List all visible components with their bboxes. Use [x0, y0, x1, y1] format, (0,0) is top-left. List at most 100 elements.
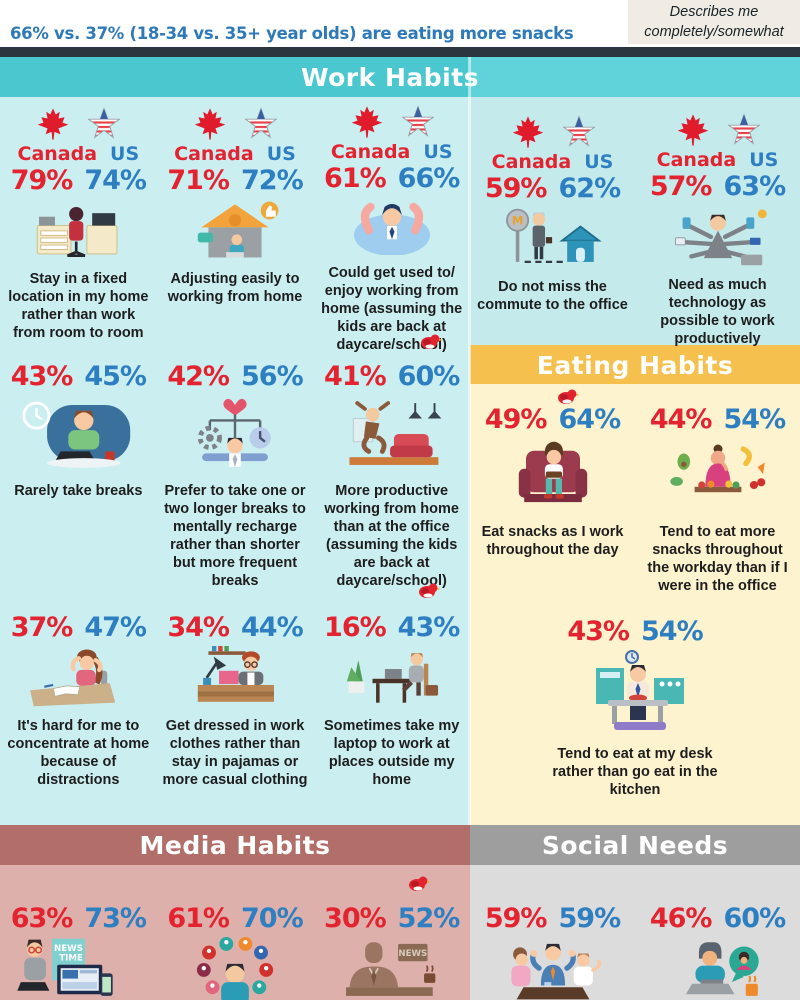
canada-percent: 79% — [10, 165, 74, 196]
flag-icons — [350, 105, 434, 139]
work-life-balance-illustration — [177, 395, 293, 478]
stat-item-fixed-location: Canada US 79% 74% Stay in a fixed location… — [0, 97, 157, 345]
stat-item-rarely-breaks: 43% 45% Rarely take breaks — [0, 345, 157, 600]
stat-caption: Tend to eat more snacks throughout the w… — [647, 524, 788, 594]
column-divider — [468, 57, 471, 825]
canada-percent: 61% — [324, 163, 387, 194]
stat-caption: Sometimes take my laptop to work at plac… — [323, 718, 460, 788]
canada-label: Canada — [491, 151, 572, 173]
social-needs-title: Social Needs — [541, 830, 729, 860]
canada-percent: 46% — [649, 903, 713, 934]
red-bird-decoration — [418, 331, 442, 351]
red-bird-decoration — [555, 386, 579, 406]
commute-metro-house-illustration: M — [493, 207, 613, 274]
work-habits-banner: Work Habits — [0, 57, 800, 97]
us-star-flag-icon — [402, 105, 434, 139]
social-needs-section: 59% 59% — [470, 865, 800, 1000]
canada-label: Canada — [656, 149, 737, 171]
stat-item-hard-concentrate: 37% 47% It's hard for me to concentrate a… — [0, 600, 157, 825]
us-percent: 63% — [723, 171, 787, 202]
media-habits-title: Media Habits — [139, 830, 331, 860]
social-media-avatars-illustration — [175, 937, 295, 1000]
stat-caption: Could get used to/ enjoy working from ho… — [321, 265, 463, 353]
stat-item-get-dressed: 34% 44% — [157, 600, 314, 825]
us-percent: 54% — [641, 616, 704, 647]
canada-maple-leaf-icon — [193, 107, 227, 141]
man-laptop-clock-illustration — [20, 395, 136, 478]
canada-percent: 59% — [484, 173, 548, 204]
us-star-flag-icon — [245, 107, 277, 141]
us-percent: 52% — [397, 903, 461, 934]
stat-item-eat-at-desk: 43% 54% — [470, 616, 800, 825]
work-habits-title: Work Habits — [300, 62, 480, 92]
person-armchair-snacking-illustration — [499, 438, 607, 519]
media-habits-banner: Media Habits — [0, 825, 470, 865]
canada-percent: 16% — [324, 612, 387, 643]
us-label: US — [266, 143, 296, 165]
us-percent: 64% — [558, 404, 622, 435]
stat-item-longer-breaks: 42% 56% Prefer to take one or two longer … — [157, 345, 314, 600]
us-percent: 70% — [241, 903, 304, 934]
canada-label: Canada — [17, 143, 98, 165]
us-percent: 73% — [84, 903, 147, 934]
stat-item-more-snacks: 44% 54% Tend to eat — [635, 384, 800, 616]
canada-label: Canada — [330, 141, 411, 163]
office-meeting-illustration — [491, 937, 615, 1000]
stat-caption: More productive working from home than a… — [324, 483, 459, 589]
woman-at-desk-illustration — [23, 199, 133, 266]
canada-percent: 49% — [484, 404, 548, 435]
woman-workspace-illustration — [179, 646, 291, 713]
canada-label: Canada — [174, 143, 254, 165]
canada-maple-leaf-icon — [511, 115, 545, 149]
stat-caption: Do not miss the commute to the office — [477, 279, 628, 313]
canada-percent: 59% — [484, 903, 548, 934]
legend-note-text: Describes me completely/somewhat — [644, 3, 784, 40]
stressed-woman-illustration — [22, 646, 134, 713]
us-percent: 43% — [397, 612, 461, 643]
stat-item-tv-news: 30% 52% NEWS — [313, 865, 470, 1000]
news-screen-text-line1: NEWS — [54, 944, 83, 954]
news-anchor-illustration: NEWS — [329, 937, 455, 1000]
man-cafe-table-illustration — [336, 646, 448, 713]
canada-maple-leaf-icon — [350, 105, 384, 139]
stat-caption: It's hard for me to concentrate at home … — [7, 718, 150, 788]
eating-habits-title: Eating Habits — [536, 350, 734, 380]
us-percent: 72% — [241, 165, 304, 196]
stat-item-video-chat: 46% 60% — [635, 865, 800, 1000]
canada-percent: 42% — [167, 361, 230, 392]
us-percent: 66% — [397, 163, 461, 194]
red-bird-decoration — [416, 580, 440, 600]
stat-caption: Adjusting easily to working from home — [167, 271, 303, 305]
us-percent: 62% — [558, 173, 622, 204]
us-percent: 74% — [84, 165, 147, 196]
canada-percent: 63% — [10, 903, 74, 934]
canada-percent: 71% — [167, 165, 230, 196]
us-star-flag-icon — [88, 107, 120, 141]
stat-caption: Need as much technology as possible to w… — [660, 277, 775, 347]
us-star-flag-icon — [728, 113, 760, 147]
canada-percent: 44% — [649, 404, 713, 435]
us-percent: 47% — [84, 612, 147, 643]
headline: 66% vs. 37% (18-34 vs. 35+ year olds) ar… — [10, 24, 574, 43]
canada-percent: 30% — [324, 903, 387, 934]
media-habits-section: 63% 73% NEWS TIME — [0, 865, 470, 1000]
canada-percent: 57% — [649, 171, 713, 202]
stat-caption: Get dressed in work clothes rather than … — [162, 718, 308, 788]
canada-percent: 43% — [10, 361, 74, 392]
us-label: US — [110, 143, 140, 165]
eating-habits-banner: Eating Habits — [470, 345, 800, 385]
eating-habits-section: 49% 64% Eat snacks as I work th — [470, 384, 800, 825]
us-star-flag-icon — [563, 115, 595, 149]
canada-percent: 41% — [324, 361, 387, 392]
news-screen-text-line2: TIME — [60, 953, 84, 963]
us-percent: 45% — [84, 361, 147, 392]
us-percent: 54% — [723, 404, 787, 435]
stat-item-social-media-circle: 61% 70% — [157, 865, 314, 1000]
canada-maple-leaf-icon — [676, 113, 710, 147]
stat-item-laptop-outside: 16% 43% Sometimes ta — [313, 600, 470, 825]
us-percent: 44% — [241, 612, 304, 643]
canada-percent: 43% — [567, 616, 630, 647]
stat-caption: Eat snacks as I work throughout the day — [481, 524, 624, 558]
svg-text:M: M — [511, 214, 522, 228]
canada-percent: 61% — [167, 903, 230, 934]
